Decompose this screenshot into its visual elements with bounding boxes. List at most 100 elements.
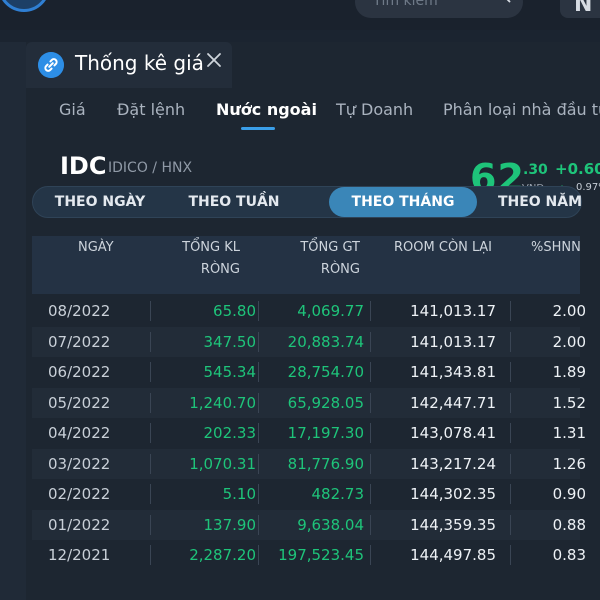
column-separator [370,545,371,565]
row-date: 12/2021 [48,546,111,564]
row-remaining-room: 144,359.35 [410,515,496,534]
column-separator [510,392,511,413]
row-foreign-ownership: 1.89 [552,363,586,381]
column-separator [150,423,151,443]
column-separator [258,453,259,474]
table-row[interactable]: 06/2022 545.34 28,754.70 141,343.81 1.89 [32,357,586,387]
column-separator [150,545,151,565]
tab-gia[interactable]: Giá [59,100,86,119]
column-separator [258,484,259,504]
row-net-value: 28,754.70 [287,363,364,381]
table-row[interactable]: 01/2022 137.90 9,638.04 144,359.35 0.88 [32,509,586,540]
column-separator [510,453,511,474]
row-foreign-ownership: 2.00 [552,302,586,320]
table-row[interactable]: 04/2022 202.33 17,197.30 143,078.41 1.31 [32,418,586,448]
row-date: 03/2022 [48,454,111,473]
period-week-button[interactable]: THEO TUẦN [188,194,280,210]
period-day-button[interactable]: THEO NGÀY [54,194,146,210]
row-foreign-ownership: 1.26 [552,454,586,473]
column-separator [258,392,259,413]
row-date: 07/2022 [48,332,111,351]
search-input[interactable]: Tìm kiếm [355,0,523,18]
row-date: 08/2022 [48,302,111,320]
column-separator [510,514,511,535]
price-change-percent: 0.97% [576,182,600,193]
row-date: 04/2022 [48,424,111,442]
table-row[interactable]: 02/2022 5.10 482.73 144,302.35 0.90 [32,479,586,509]
row-net-value: 17,197.30 [287,424,364,442]
row-remaining-room: 144,497.85 [410,546,496,564]
period-selector: THEO NGÀY THEO TUẦN THEO THÁNG THEO NĂM [32,186,582,218]
brand-letter: N [574,0,593,17]
col-header-date: NGÀY [78,240,114,255]
tab-phan-loai-nha-dau-tu[interactable]: Phân loại nhà đầu tư [443,100,600,119]
column-separator [510,484,511,504]
table-header: NGÀY TỔNG KL RÒNG TỔNG GT RÒNG ROOM CÒN … [32,236,581,294]
table-row[interactable]: 08/2022 65.80 4,069.77 141,013.17 2.00 [32,296,586,326]
row-net-value: 9,638.04 [297,515,364,534]
active-tab-indicator [241,127,275,130]
row-net-volume: 1,240.70 [189,393,256,412]
left-sidebar-edge [0,42,26,600]
table-row[interactable]: 05/2022 1,240.70 65,928.05 142,447.71 1.52 [32,387,586,418]
period-year-button[interactable]: THEO NĂM [497,194,583,210]
col-header-gt-line2: RÒNG [320,262,360,277]
row-foreign-ownership: 2.00 [552,332,586,351]
period-month-button[interactable]: THEO THÁNG [329,187,477,217]
row-date: 02/2022 [48,485,111,503]
search-placeholder: Tìm kiếm [373,0,438,9]
tab-dat-lenh[interactable]: Đặt lệnh [117,100,186,119]
column-separator [370,423,371,443]
row-net-value: 197,523.45 [278,546,364,564]
column-separator [150,331,151,352]
brand-button[interactable]: N [560,0,600,18]
column-separator [258,301,259,321]
panel-tab[interactable]: Thống kê giá [26,42,232,88]
column-separator [510,423,511,443]
column-separator [150,484,151,504]
row-remaining-room: 144,302.35 [410,485,496,503]
row-remaining-room: 142,447.71 [410,393,496,412]
row-net-volume: 5.10 [222,485,256,503]
row-net-value: 20,883.74 [287,332,364,351]
column-separator [510,301,511,321]
row-net-volume: 545.34 [203,363,257,381]
row-date: 01/2022 [48,515,111,534]
table-row[interactable]: 03/2022 1,070.31 81,776.90 143,217.24 1.26 [32,448,586,479]
row-foreign-ownership: 1.52 [552,393,586,412]
column-separator [150,301,151,321]
col-header-kl-line1: TỔNG KL [182,240,240,255]
column-separator [510,331,511,352]
search-icon[interactable] [495,0,511,3]
column-separator [370,362,371,382]
row-foreign-ownership: 1.31 [552,424,586,442]
column-separator [258,514,259,535]
table-row[interactable]: 07/2022 347.50 20,883.74 141,013.17 2.00 [32,326,586,357]
row-date: 05/2022 [48,393,111,412]
column-separator [510,362,511,382]
row-net-value: 482.73 [311,485,365,503]
col-header-gt-line1: TỔNG GT [300,240,360,255]
row-net-volume: 2,287.20 [189,546,256,564]
close-icon[interactable] [206,52,222,68]
row-remaining-room: 141,013.17 [410,302,496,320]
col-header-room: ROOM CÒN LẠI [394,240,492,255]
table-row[interactable]: 12/2021 2,287.20 197,523.45 144,497.85 0.83 [32,540,586,570]
app-logo[interactable] [0,0,50,12]
panel-title: Thống kê giá [75,51,204,75]
stock-company: IDICO / HNX [108,160,193,176]
price-decimal: .30 [523,162,548,178]
price-change: +0.60 [555,160,600,178]
column-separator [150,362,151,382]
row-net-value: 65,928.05 [287,393,364,412]
row-remaining-room: 143,217.24 [410,454,496,473]
column-separator [150,514,151,535]
row-net-value: 81,776.90 [287,454,364,473]
stock-ticker: IDC [60,152,107,180]
link-icon [38,52,64,78]
tab-tu-doanh[interactable]: Tự Doanh [336,100,414,119]
column-separator [258,545,259,565]
column-separator [370,392,371,413]
row-net-volume: 1,070.31 [189,454,256,473]
tab-nuoc-ngoai[interactable]: Nước ngoài [216,100,317,119]
